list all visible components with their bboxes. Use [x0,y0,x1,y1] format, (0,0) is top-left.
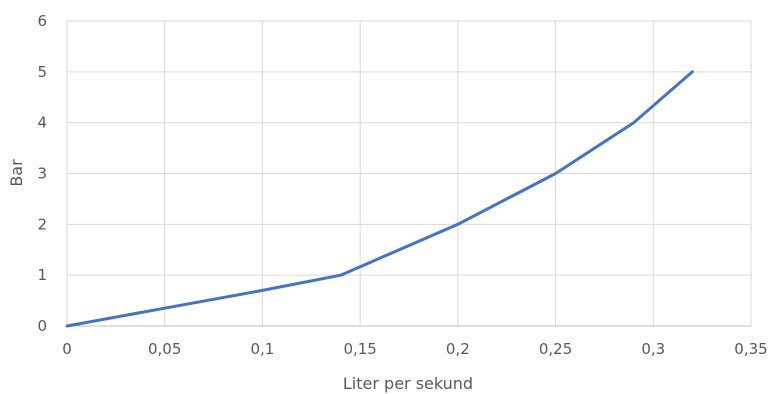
y-axis-title: Bar [7,159,26,187]
y-tick-label: 1 [37,266,47,284]
y-tick-label: 0 [37,317,47,335]
y-tick-label: 2 [37,215,47,233]
y-tick-label: 6 [37,12,47,30]
gridlines [66,20,752,327]
x-tick-label: 0,3 [641,340,665,358]
y-tick-label: 3 [37,165,47,183]
x-tick-label: 0 [62,340,72,358]
x-tick-label: 0,35 [734,340,767,358]
y-tick-label: 4 [37,114,47,132]
y-tick-label: 5 [37,63,47,81]
x-axis-title: Liter per sekund [343,374,473,393]
y-tick-labels: 0 1 2 3 4 5 6 [37,12,47,335]
series-layer [65,70,694,328]
x-tick-label: 0,05 [148,340,181,358]
x-tick-label: 0,15 [343,340,376,358]
series-line [65,70,694,328]
x-tick-label: 0,25 [539,340,572,358]
x-tick-label: 0,1 [250,340,274,358]
x-tick-labels: 0 0,05 0,1 0,15 0,2 0,25 0,3 0,35 [62,340,767,358]
x-tick-label: 0,2 [446,340,470,358]
